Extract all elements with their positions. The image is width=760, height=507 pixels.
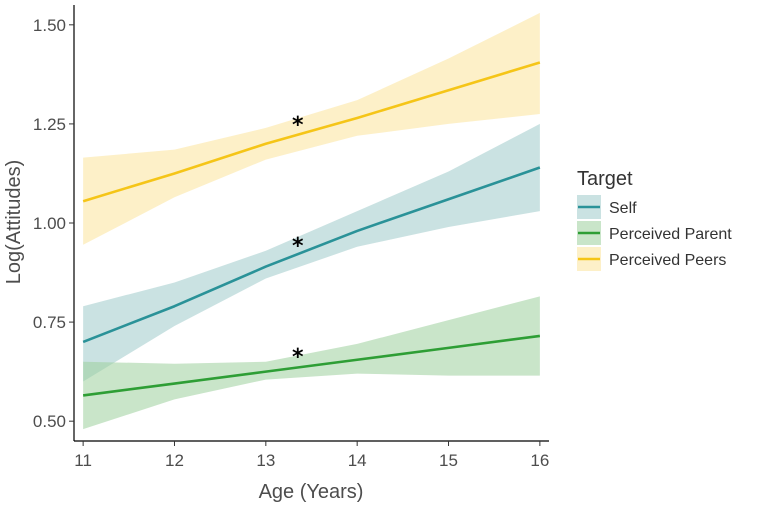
legend: Target Self Perceived Parent Perceived Pee… [577,168,732,271]
perceived-parent-confidence-band [83,296,540,430]
legend-items: Self Perceived Parent Perceived Peers [577,195,732,271]
perceived-peers-significance-marker: * [292,113,304,138]
x-tick-label: 15 [439,451,458,470]
significance-markers: * * * [292,113,304,370]
trend-lines [82,61,541,397]
x-tick-label: 14 [348,451,367,470]
self-legend-label: Self [609,200,637,217]
perceived-parent-line [82,334,541,397]
self-confidence-band [83,123,540,382]
y-tick-label: 0.50 [33,412,66,431]
confidence-bands [83,12,540,430]
x-tick-label: 11 [74,451,92,470]
y-tick-label: 1.00 [33,214,66,233]
x-tick-label: 13 [256,451,275,470]
x-axis-title: Age (Years) [259,481,364,503]
x-tick-label: 16 [530,451,549,470]
perceived-peers-confidence-band [83,12,540,245]
perceived-parent-legend-label: Perceived Parent [609,226,732,243]
perceived-parent-significance-marker: * [292,345,304,370]
y-tick-label: 0.75 [33,313,66,332]
y-tick-label: 1.25 [33,115,66,134]
y-tick-label: 1.50 [33,16,66,35]
perceived-peers-legend-label: Perceived Peers [609,252,726,269]
y-axis-title: Log(Attitudes) [3,160,25,285]
legend-title: Target [577,168,633,190]
y-axis-ticks: 0.50 0.75 1.00 1.25 1.50 [33,16,74,431]
x-axis-ticks: 11 12 13 14 15 16 [74,441,549,470]
self-line [82,166,541,344]
x-tick-label: 12 [165,451,184,470]
perceived-peers-line [82,61,541,203]
self-significance-marker: * [292,234,304,259]
